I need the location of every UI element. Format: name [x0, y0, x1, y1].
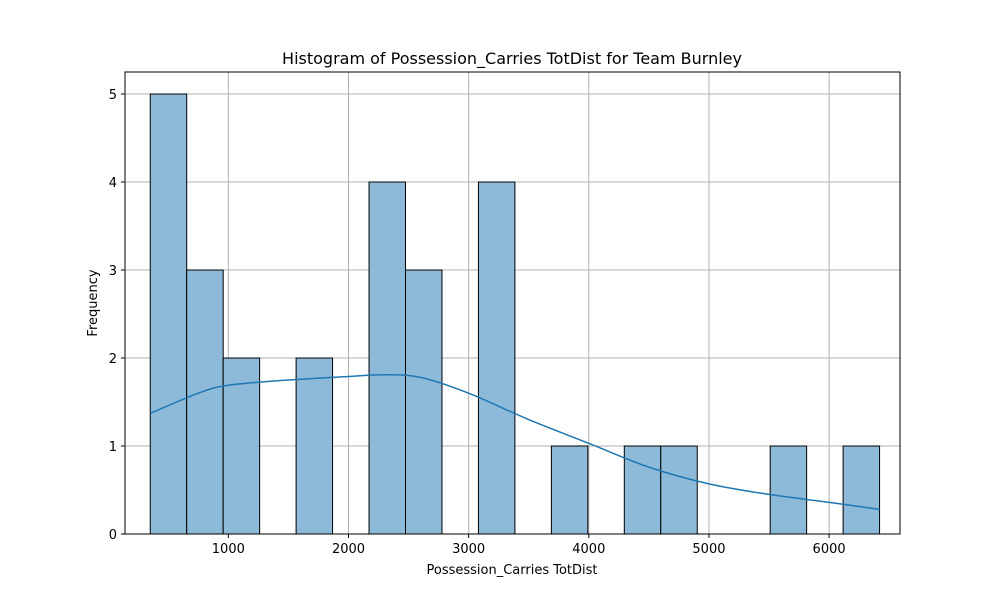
x-tick-label-0: 1000: [212, 542, 245, 557]
y-tick-label-2: 2: [109, 352, 117, 367]
histogram-bar-0: [149, 93, 188, 535]
x-tick-label-4: 5000: [692, 542, 725, 557]
histogram-bar-17: [769, 445, 808, 535]
histogram-bar-7: [405, 269, 443, 535]
plot-frame: [124, 71, 901, 535]
histogram-bar-6: [368, 181, 407, 535]
histogram-bars: [149, 93, 881, 535]
histogram-bar-13: [623, 445, 662, 535]
x-tick-label-1: 2000: [332, 542, 365, 557]
histogram-bar-19: [842, 445, 881, 535]
histogram-bar-11: [550, 445, 589, 535]
x-tick-label-3: 4000: [572, 542, 605, 557]
x-tick-label-5: 6000: [813, 542, 846, 557]
histogram-bar-1: [186, 269, 224, 535]
y-tick-label-0: 0: [109, 528, 117, 543]
y-tick-label-4: 4: [109, 176, 117, 191]
y-axis-ticks: 0 1 2 3 4 5: [109, 88, 125, 543]
y-axis-label: Frequency: [86, 269, 101, 336]
histogram-bar-2: [222, 357, 261, 535]
histogram-bar-9: [477, 181, 516, 535]
histogram-bar-14: [660, 445, 698, 535]
histogram-bar-4: [295, 357, 334, 535]
chart-title: Histogram of Possession_Carries TotDist …: [282, 49, 742, 69]
y-tick-label-5: 5: [109, 88, 117, 103]
x-axis-ticks: 1000 2000 3000 4000 5000 6000: [212, 534, 846, 557]
kde-curve: [149, 373, 880, 511]
y-tick-label-3: 3: [109, 264, 117, 279]
y-tick-label-1: 1: [109, 440, 117, 455]
x-axis-label: Possession_Carries TotDist: [426, 563, 597, 578]
x-tick-label-2: 3000: [452, 542, 485, 557]
